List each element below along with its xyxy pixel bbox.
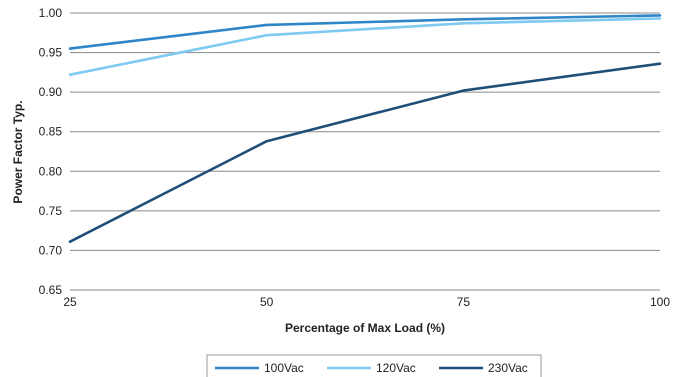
y-tick-label-0: 0.65 [39, 283, 63, 297]
y-tick-label-6: 0.95 [39, 46, 63, 60]
legend-label-230Vac: 230Vac [488, 361, 528, 375]
legend-box [206, 354, 542, 377]
y-tick-label-7: 1.00 [39, 6, 63, 20]
legend-label-100Vac: 100Vac [264, 361, 304, 375]
y-tick-label-1: 0.70 [39, 243, 63, 257]
x-tick-label-3: 100 [650, 295, 670, 309]
legend-items: 100Vac 120Vac 230Vac [215, 361, 528, 375]
y-axis-title: Power Factor Typ. [11, 100, 25, 203]
x-tick-label-1: 50 [260, 295, 274, 309]
legend-label-120Vac: 120Vac [376, 361, 416, 375]
series-line-120Vac [68, 17, 662, 76]
y-tick-labels: 0.65 0.70 0.75 0.80 0.85 0.90 0.95 1.00 [39, 6, 63, 297]
y-tick-label-3: 0.80 [39, 164, 63, 178]
y-tick-label-5: 0.90 [39, 85, 63, 99]
y-tick-label-2: 0.75 [39, 204, 63, 218]
legend: 100Vac 120Vac 230Vac [206, 354, 542, 377]
x-tick-label-0: 25 [63, 295, 77, 309]
x-axis-title: Percentage of Max Load (%) [285, 321, 445, 335]
y-tick-label-4: 0.85 [39, 125, 63, 139]
x-tick-labels: 25 50 75 100 [63, 295, 670, 309]
series-line-230Vac [68, 62, 662, 243]
x-tick-label-2: 75 [457, 295, 471, 309]
series-line-100Vac [68, 14, 662, 50]
series-lines [68, 14, 662, 243]
grid-lines [70, 12, 660, 251]
